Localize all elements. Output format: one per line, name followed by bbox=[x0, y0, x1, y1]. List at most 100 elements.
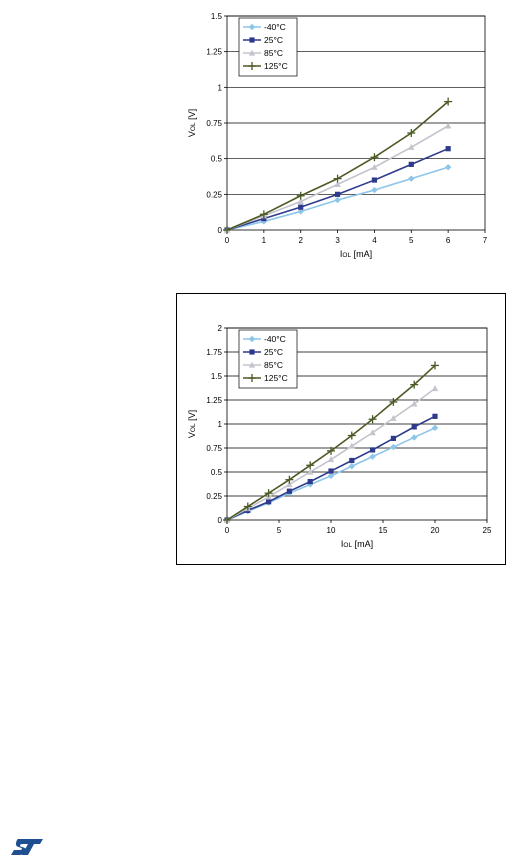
chart-vol-vs-iol-high-current: 0 0.25 0.5 0.75 1 1.25 1.5 1.75 2 0 5 10 15 20 25 IOL [… bbox=[176, 293, 506, 565]
data-point bbox=[371, 186, 378, 194]
series-3 bbox=[223, 361, 439, 524]
y-tick-label: 0 bbox=[218, 516, 223, 525]
series-0 bbox=[223, 164, 452, 234]
y-tick-label: 1.25 bbox=[206, 48, 222, 57]
data-point bbox=[411, 424, 417, 430]
x-tick-label: 7 bbox=[483, 236, 488, 245]
series-1 bbox=[224, 413, 438, 523]
data-point bbox=[390, 435, 396, 441]
data-point bbox=[243, 502, 252, 511]
y-tick-label: 0.25 bbox=[206, 492, 222, 501]
data-point bbox=[297, 198, 304, 205]
data-point bbox=[371, 177, 378, 183]
data-point bbox=[285, 475, 294, 484]
data-point bbox=[390, 443, 397, 451]
data-point bbox=[407, 128, 416, 137]
st-logo-shape bbox=[11, 839, 43, 855]
data-point bbox=[444, 164, 452, 171]
data-point bbox=[408, 143, 415, 150]
y-tick-label: 1.25 bbox=[206, 396, 222, 405]
data-point bbox=[444, 97, 453, 106]
y-tick-label: 2 bbox=[218, 324, 223, 333]
x-axis-label: IOL [mA] bbox=[341, 539, 373, 549]
data-point bbox=[297, 208, 304, 215]
chart-1-svg: 0 0.25 0.5 0.75 1 1.25 1.5 0 1 2 3 4 5 6 7 IOL [mA] VOL … bbox=[187, 12, 488, 259]
y-tick-label: 0.25 bbox=[206, 190, 222, 199]
y-tick-label: 0 bbox=[218, 226, 223, 235]
data-point bbox=[223, 226, 231, 234]
series-0 bbox=[223, 424, 439, 524]
data-point bbox=[431, 424, 439, 432]
data-point bbox=[445, 146, 451, 152]
y-tick-label: 1.5 bbox=[211, 12, 223, 21]
series-3 bbox=[223, 97, 453, 234]
data-point bbox=[334, 191, 341, 197]
data-point bbox=[334, 196, 341, 204]
data-point bbox=[410, 380, 419, 389]
series-line bbox=[226, 415, 436, 521]
x-tick-label: 5 bbox=[409, 236, 414, 245]
data-point bbox=[307, 468, 314, 475]
x-tick-label: 15 bbox=[379, 526, 388, 535]
data-point bbox=[296, 191, 305, 200]
y-axis-label: VOL [V] bbox=[187, 109, 197, 137]
x-tick-label: 0 bbox=[225, 236, 230, 245]
data-point bbox=[286, 481, 293, 488]
x-tick-label: 0 bbox=[225, 526, 230, 535]
series-1 bbox=[224, 146, 451, 233]
legend-marker bbox=[248, 49, 256, 56]
data-point bbox=[261, 215, 267, 222]
data-point bbox=[432, 413, 438, 419]
data-point bbox=[370, 447, 376, 453]
data-point bbox=[223, 516, 231, 524]
data-point bbox=[298, 204, 304, 210]
data-point bbox=[411, 400, 418, 407]
data-point bbox=[348, 442, 355, 449]
x-tick-label: 3 bbox=[335, 236, 340, 245]
data-point bbox=[334, 180, 341, 187]
x-axis-label: IOL [mA] bbox=[340, 249, 372, 259]
y-tick-label: 1 bbox=[218, 420, 223, 429]
legend-label: 25°C bbox=[264, 35, 283, 45]
y-tick-label: 1 bbox=[218, 83, 223, 92]
data-point bbox=[349, 457, 355, 464]
y-tick-label: 0.5 bbox=[211, 155, 223, 164]
data-point bbox=[266, 499, 272, 505]
data-point bbox=[431, 361, 439, 370]
legend: -40°C 25°C 85°C 125°C bbox=[238, 17, 298, 77]
data-point bbox=[264, 489, 273, 498]
x-tick-label: 5 bbox=[277, 526, 282, 535]
x-tick-label: 10 bbox=[327, 526, 336, 535]
y-tick-label: 1.75 bbox=[206, 348, 222, 357]
legend-label: 125°C bbox=[264, 61, 288, 71]
data-point bbox=[408, 175, 415, 182]
data-point bbox=[307, 479, 313, 485]
data-point bbox=[370, 153, 379, 162]
y-tick-label: 0.75 bbox=[206, 119, 222, 128]
x-tick-label: 4 bbox=[372, 236, 377, 245]
data-point bbox=[286, 488, 292, 494]
data-point bbox=[390, 414, 397, 421]
data-point bbox=[411, 434, 418, 441]
x-tick-label: 25 bbox=[483, 526, 492, 535]
legend-label: -40°C bbox=[264, 22, 286, 32]
legend-marker bbox=[248, 374, 256, 382]
data-point bbox=[408, 161, 414, 167]
x-tick-label: 20 bbox=[431, 526, 440, 535]
data-point bbox=[328, 468, 334, 474]
data-point bbox=[348, 463, 355, 470]
legend-marker bbox=[248, 62, 256, 70]
data-point bbox=[306, 461, 315, 470]
legend-label: 85°C bbox=[264, 48, 283, 58]
data-point bbox=[333, 174, 342, 183]
y-tick-label: 1.5 bbox=[211, 372, 223, 381]
chart-vol-vs-iol-low-current: 0 0.25 0.5 0.75 1 1.25 1.5 0 1 2 3 4 5 6 7 IOL [mA] VOL … bbox=[176, 8, 506, 264]
data-point bbox=[327, 446, 335, 455]
x-tick-label: 6 bbox=[446, 236, 451, 245]
data-point bbox=[347, 431, 356, 440]
legend-marker bbox=[249, 349, 255, 355]
legend-label: 25°C bbox=[264, 347, 283, 357]
data-point bbox=[369, 453, 376, 460]
data-point bbox=[259, 210, 268, 219]
legend-label: 85°C bbox=[264, 360, 283, 370]
